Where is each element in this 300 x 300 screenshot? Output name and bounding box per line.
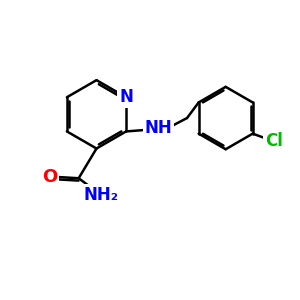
Text: NH₂: NH₂ [83,186,118,204]
Text: NH: NH [145,119,173,137]
Text: Cl: Cl [265,132,283,150]
Text: N: N [119,88,133,106]
Text: O: O [42,168,58,186]
